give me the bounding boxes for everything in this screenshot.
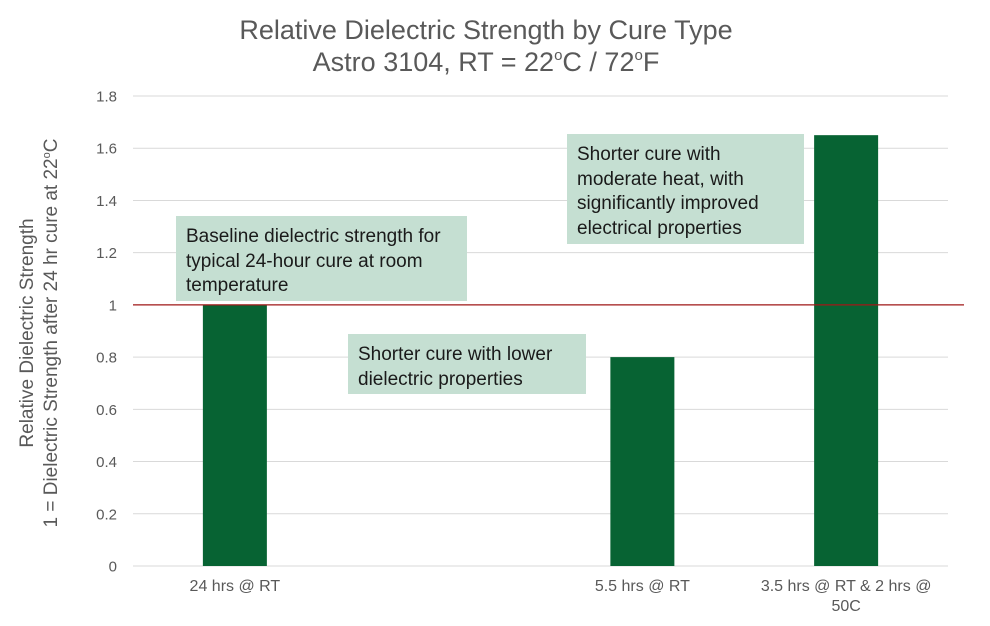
annotation-improved: Shorter cure with moderate heat, with si… [567,134,804,244]
x-category-label: 24 hrs @ RT [189,578,281,595]
chart-title: Relative Dielectric Strength by Cure Typ… [0,14,972,78]
bar [202,304,267,566]
bar [610,357,675,566]
y-tick-label: 0 [109,559,117,576]
x-category-label: 5.5 hrs @ RT [594,578,690,595]
y-tick-label: 1.4 [96,193,117,210]
chart-title-line2: Astro 3104, RT = 22oC / 72oF [312,47,660,77]
annotation-lower: Shorter cure with lower dielectric prope… [348,334,586,394]
y-tick-label: 1.8 [96,89,117,106]
y-tick-label: 0.8 [96,350,117,367]
y-tick-label: 1 [109,297,117,314]
y-axis-title-line2: 1 = Dielectric Strength after 24 hr cure… [41,138,62,528]
y-tick-label: 0.6 [96,402,117,419]
annotation-baseline: Baseline dielectric strength for typical… [176,216,467,301]
y-axis-title-line1: Relative Dielectric Strength [17,218,38,448]
y-axis-title: Relative Dielectric Strength 1 = Dielect… [16,139,64,528]
bar [814,135,879,566]
y-tick-label: 1.2 [96,245,117,262]
y-tick-label: 0.2 [96,506,117,523]
y-tick-label: 1.6 [96,141,117,158]
chart-title-line1: Relative Dielectric Strength by Cure Typ… [239,15,733,45]
x-category-label: 3.5 hrs @ RT & 2 hrs @ 50C [760,578,932,615]
y-tick-label: 0.4 [96,454,117,471]
